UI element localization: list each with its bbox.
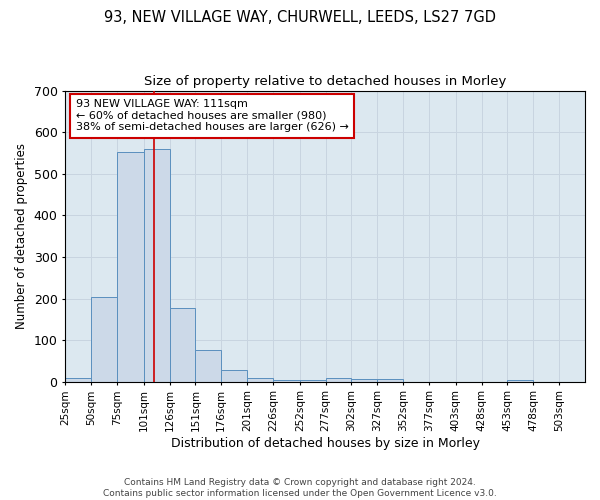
- Bar: [352, 379, 377, 382]
- Bar: [221, 370, 247, 382]
- Text: 93, NEW VILLAGE WAY, CHURWELL, LEEDS, LS27 7GD: 93, NEW VILLAGE WAY, CHURWELL, LEEDS, LS…: [104, 10, 496, 25]
- Bar: [91, 297, 117, 382]
- Bar: [326, 378, 352, 382]
- Bar: [170, 308, 196, 382]
- Bar: [144, 149, 170, 382]
- Bar: [247, 378, 273, 382]
- Text: Contains HM Land Registry data © Crown copyright and database right 2024.
Contai: Contains HM Land Registry data © Crown c…: [103, 478, 497, 498]
- Y-axis label: Number of detached properties: Number of detached properties: [15, 143, 28, 329]
- Bar: [300, 380, 326, 382]
- X-axis label: Distribution of detached houses by size in Morley: Distribution of detached houses by size …: [170, 437, 479, 450]
- Bar: [117, 152, 144, 382]
- Bar: [196, 350, 221, 382]
- Bar: [508, 380, 533, 382]
- Title: Size of property relative to detached houses in Morley: Size of property relative to detached ho…: [144, 75, 506, 88]
- Text: 93 NEW VILLAGE WAY: 111sqm
← 60% of detached houses are smaller (980)
38% of sem: 93 NEW VILLAGE WAY: 111sqm ← 60% of deta…: [76, 100, 349, 132]
- Bar: [377, 379, 403, 382]
- Bar: [273, 380, 300, 382]
- Bar: [65, 378, 91, 382]
